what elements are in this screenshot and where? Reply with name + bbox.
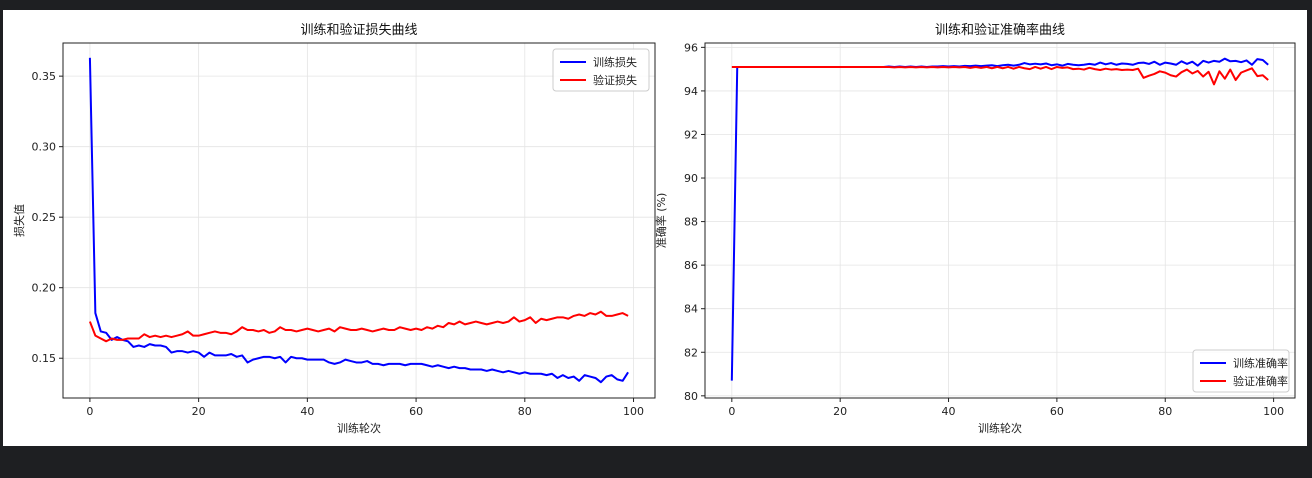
- legend-label: 训练准确率: [1233, 356, 1288, 370]
- figure-canvas: 0 20 40 60 80 100 0.15 0.20 0.25 0.30 0.35 训练和验证损失曲…: [12, 22, 1296, 435]
- legend-label: 验证损失: [593, 73, 637, 87]
- y-tick-label: 96: [684, 41, 698, 54]
- y-axis-label: 准确率 (%): [654, 193, 668, 249]
- plot-frame: [704, 42, 1296, 399]
- y-tick-label: 82: [684, 346, 698, 359]
- x-tick-label: 0: [728, 405, 735, 418]
- x-tick-label: 40: [300, 405, 314, 418]
- y-axis-label: 损失值: [12, 204, 26, 237]
- chart-0: 0 20 40 60 80 100 0.15 0.20 0.25 0.30 0.35 训练和验证损失曲…: [12, 22, 656, 435]
- chart-title: 训练和验证准确率曲线: [935, 22, 1065, 38]
- series-line-1: [88, 310, 629, 343]
- y-tick-label: 80: [684, 390, 698, 403]
- series-line-0: [88, 57, 629, 384]
- y-tick-label: 92: [684, 128, 698, 141]
- x-tick-label: 20: [833, 405, 847, 418]
- chart-title: 训练和验证损失曲线: [300, 22, 417, 38]
- y-tick-label: 84: [684, 303, 698, 316]
- x-tick-label: 60: [409, 405, 423, 418]
- x-tick-label: 40: [942, 405, 956, 418]
- y-tick-label: 0.30: [32, 141, 57, 154]
- y-tick-label: 94: [684, 85, 698, 98]
- x-tick-label: 80: [1158, 405, 1172, 418]
- plot-area: [63, 43, 655, 398]
- y-tick-label: 0.25: [32, 211, 57, 224]
- x-tick-label: 80: [518, 405, 532, 418]
- y-tick-label: 0.20: [32, 282, 57, 295]
- legend-label: 训练损失: [593, 55, 637, 69]
- plot-frame: [62, 42, 656, 399]
- x-tick-label: 60: [1050, 405, 1064, 418]
- y-tick-label: 0.15: [32, 352, 57, 365]
- series-line-1: [731, 65, 1269, 86]
- x-tick-label: 0: [86, 405, 93, 418]
- y-tick-label: 86: [684, 259, 698, 272]
- y-tick-label: 90: [684, 172, 698, 185]
- x-axis-label: 训练轮次: [978, 421, 1022, 435]
- y-tick-label: 88: [684, 216, 698, 229]
- figure: 0 20 40 60 80 100 0.15 0.20 0.25 0.30 0.35 训练和验证损失曲…: [3, 10, 1307, 446]
- x-tick-label: 100: [623, 405, 644, 418]
- chart-1: 0 20 40 60 80 100 80 82 84 86 88 90 92 94 96 训练和验证准确率曲线…: [654, 22, 1296, 435]
- x-tick-label: 100: [1263, 405, 1284, 418]
- x-tick-label: 20: [192, 405, 206, 418]
- x-axis-label: 训练轮次: [337, 421, 381, 435]
- plot-area: [705, 43, 1295, 398]
- y-tick-label: 0.35: [32, 70, 57, 83]
- legend-label: 验证准确率: [1233, 374, 1288, 388]
